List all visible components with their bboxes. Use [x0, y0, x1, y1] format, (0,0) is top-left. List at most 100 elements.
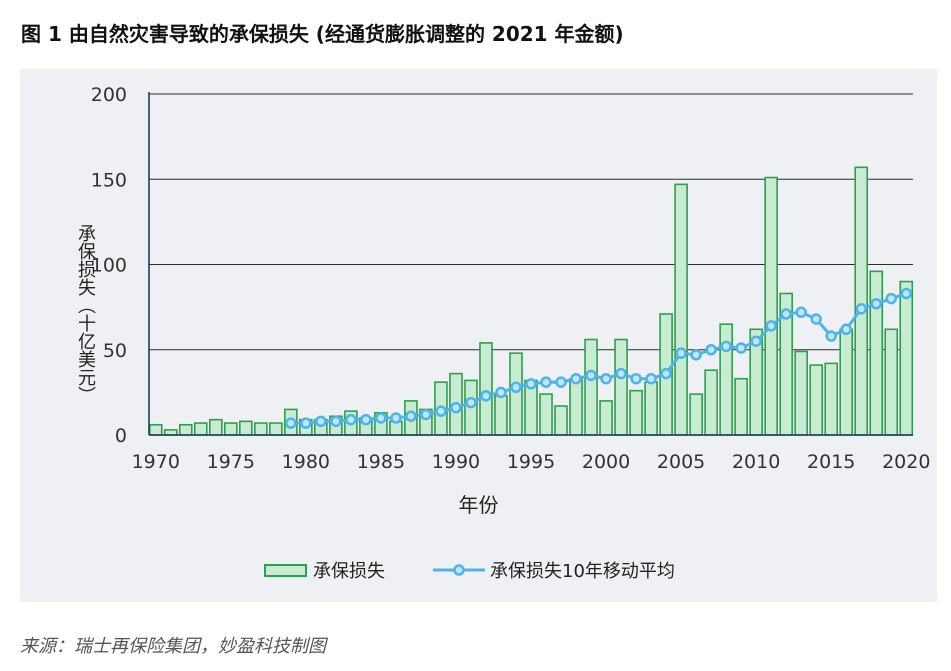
x-tick-label: 1970 — [132, 451, 180, 473]
moving-average-point — [375, 412, 387, 424]
bar — [644, 381, 658, 436]
figure-title: 图 1 由自然灾害导致的承保损失 (经通货膨胀调整的 2021 年金额) — [21, 22, 624, 46]
bar — [809, 364, 823, 436]
x-tick-label: 1985 — [357, 451, 405, 473]
moving-average-point — [765, 320, 777, 332]
bar — [494, 394, 508, 436]
y-axis-label: 承保损失（十亿美元） — [75, 224, 96, 404]
moving-average-point — [525, 378, 537, 390]
bar — [223, 422, 238, 436]
moving-average-point — [585, 369, 597, 382]
moving-average-point — [480, 390, 492, 402]
bar — [824, 362, 839, 436]
legend-bar-swatch — [264, 563, 307, 577]
x-tick-label: 2020 — [882, 451, 930, 473]
moving-average-point — [360, 413, 372, 426]
x-tick-label: 1975 — [207, 451, 255, 473]
moving-average-point — [705, 344, 717, 356]
bar — [899, 280, 914, 436]
bar — [269, 422, 283, 436]
y-tick-label: 200 — [91, 84, 127, 106]
x-tick-label: 1990 — [432, 451, 480, 473]
moving-average-point — [690, 349, 702, 361]
moving-average-point — [555, 376, 567, 388]
moving-average-point — [330, 415, 342, 428]
bar — [839, 328, 854, 436]
moving-average-point — [750, 335, 762, 347]
bar — [539, 393, 553, 436]
moving-average-point — [675, 347, 687, 359]
bar — [479, 342, 493, 436]
y-tick-label: 100 — [91, 255, 127, 277]
moving-average-point — [645, 372, 657, 385]
bar — [869, 270, 884, 436]
moving-average-point — [510, 381, 522, 394]
bar — [674, 183, 688, 436]
moving-average-point — [810, 313, 822, 325]
moving-average-point — [345, 413, 357, 426]
moving-average-point — [570, 372, 582, 385]
source-note: 来源：瑞士再保险集团，妙盈科技制图 — [20, 636, 326, 657]
bar — [208, 418, 223, 436]
moving-average-point — [840, 323, 852, 336]
moving-average-point — [780, 308, 792, 320]
x-tick-label: 2005 — [657, 451, 705, 473]
chart-canvas: 0 50 100 150 200 1970 1975 1980 1985 1990 1995 2000… — [91, 84, 931, 473]
moving-average-point — [315, 415, 327, 428]
bar — [584, 338, 598, 436]
moving-average-point — [465, 396, 477, 409]
moving-average-point — [720, 340, 732, 353]
bar — [854, 166, 869, 436]
bar — [148, 423, 163, 436]
bar — [239, 420, 253, 436]
bar — [599, 400, 613, 436]
moving-average-point — [735, 342, 747, 354]
legend-line-label: 承保损失10年移动平均 — [490, 561, 675, 582]
x-tick-label: 1980 — [282, 451, 330, 473]
bar — [509, 352, 523, 436]
bar — [629, 389, 643, 436]
bar — [178, 423, 193, 436]
bar — [254, 422, 268, 436]
moving-average-point — [825, 330, 837, 342]
moving-average-point — [885, 292, 897, 305]
moving-average-point — [600, 372, 612, 385]
moving-average-point — [450, 401, 462, 414]
x-tick-label: 2000 — [582, 451, 630, 473]
bar — [614, 338, 628, 436]
moving-average-point — [660, 367, 672, 380]
moving-average-point — [900, 287, 912, 300]
legend-item-bar: 承保损失 — [264, 558, 385, 582]
moving-average-point — [495, 386, 507, 399]
moving-average-point — [540, 376, 552, 388]
x-axis-label: 年份 — [458, 493, 499, 517]
moving-average-point — [390, 412, 402, 424]
x-tick-label: 1995 — [507, 451, 555, 473]
moving-average-point — [795, 306, 807, 318]
moving-average-point — [615, 367, 627, 380]
bar — [884, 328, 899, 436]
y-tick-label: 150 — [91, 169, 127, 191]
moving-average-point — [420, 408, 432, 421]
moving-average-point — [405, 410, 417, 422]
moving-average-point — [855, 303, 867, 315]
legend-item-line: 承保损失10年移动平均 — [433, 558, 675, 582]
bar — [734, 377, 748, 436]
bar — [764, 176, 778, 436]
moving-average-point — [630, 372, 642, 385]
x-tick-label: 2015 — [807, 451, 855, 473]
bar — [704, 369, 718, 436]
y-tick-label: 50 — [103, 340, 127, 362]
bar — [569, 377, 583, 436]
legend-line-swatch — [433, 564, 485, 576]
bar — [794, 350, 808, 436]
bar — [554, 405, 568, 436]
bar — [689, 393, 703, 436]
y-tick-label: 0 — [115, 425, 127, 447]
moving-average-point — [285, 417, 297, 429]
x-tick-label: 2010 — [732, 451, 780, 473]
moving-average-point — [435, 405, 447, 417]
chart-panel: 0 50 100 150 200 1970 1975 1980 1985 1990 1995 2000… — [20, 69, 937, 602]
moving-average-point — [870, 297, 882, 310]
bar — [193, 422, 208, 436]
